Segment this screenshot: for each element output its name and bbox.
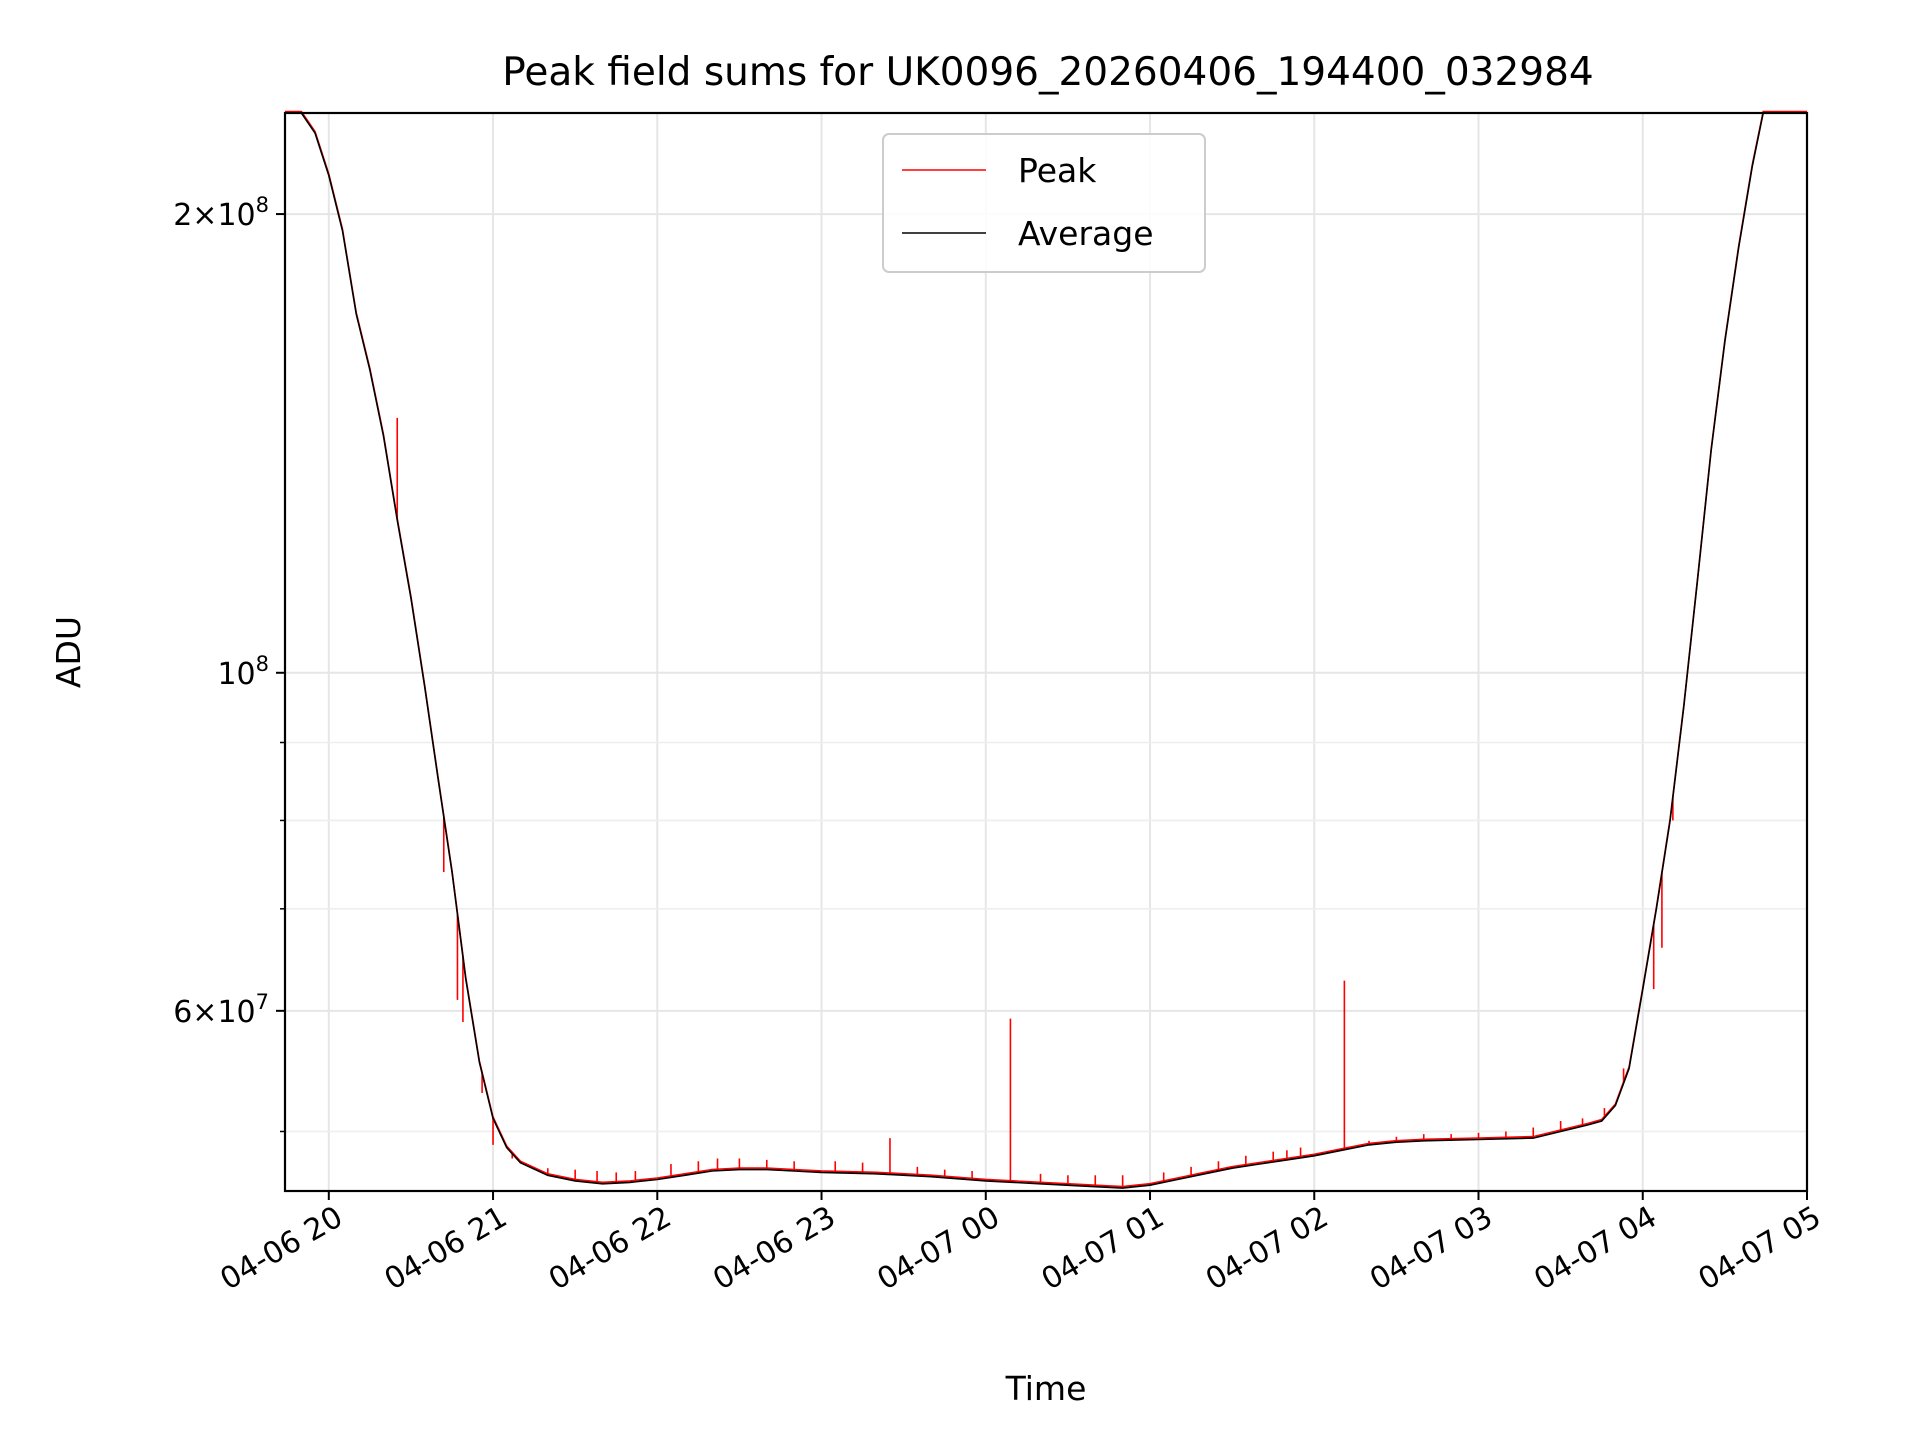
x-axis-label: Time	[1005, 1369, 1087, 1408]
legend: Peak Average	[882, 133, 1206, 273]
y-tick-label: 2×108	[173, 193, 269, 233]
y-tick-label: 108	[217, 652, 269, 692]
plot-series	[285, 110, 1807, 1189]
chart-title: Peak field sums for UK0096_20260406_1944…	[502, 50, 1593, 95]
series-average-line	[285, 112, 1807, 1189]
plot-frame	[283, 111, 1809, 1193]
legend-box	[882, 133, 1206, 273]
legend-label-peak: Peak	[1018, 151, 1097, 190]
y-axis-label: ADU	[49, 616, 88, 688]
y-tick-label: 6×107	[173, 990, 269, 1030]
legend-label-average: Average	[1018, 214, 1154, 253]
